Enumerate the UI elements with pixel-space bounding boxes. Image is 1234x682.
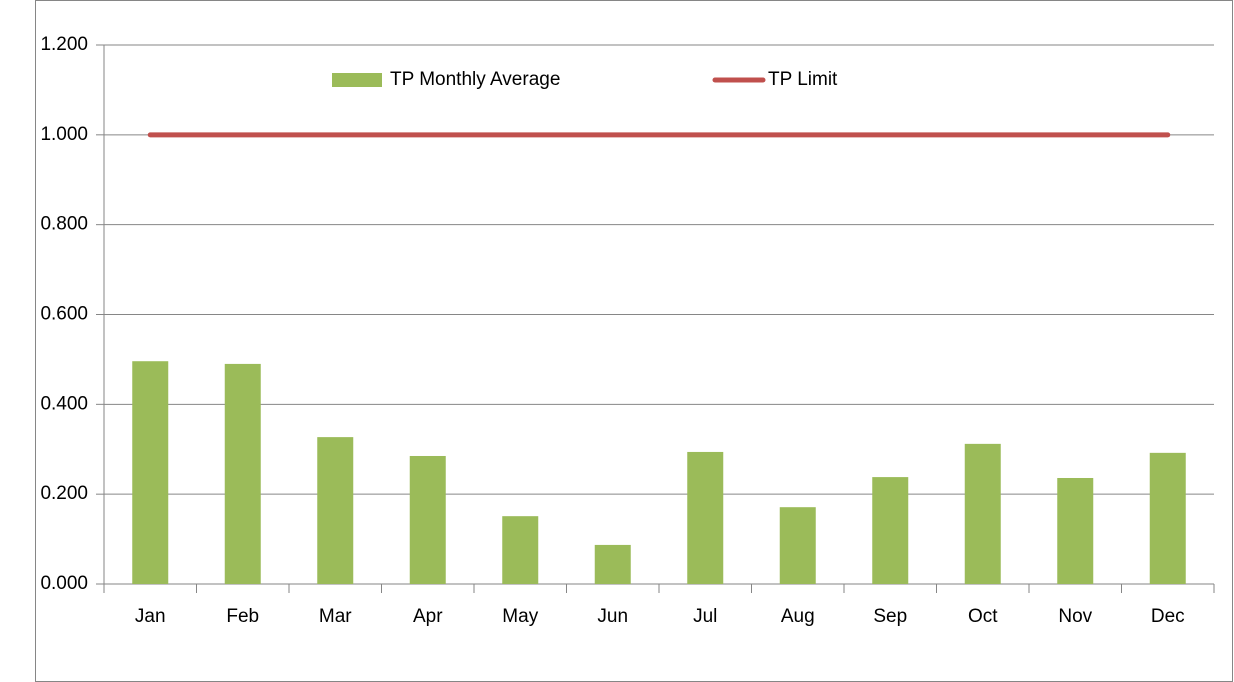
x-tick-label: May xyxy=(502,606,538,627)
bar xyxy=(224,363,261,584)
y-tick-label: 0.600 xyxy=(40,304,88,325)
bar xyxy=(1149,452,1186,584)
legend-swatch xyxy=(332,73,382,87)
y-tick-label: 0.000 xyxy=(40,573,88,594)
bar xyxy=(502,516,539,584)
bar xyxy=(687,451,724,584)
y-tick-label: 1.200 xyxy=(40,34,88,55)
x-tick-label: Jun xyxy=(597,606,628,627)
x-tick-label: Apr xyxy=(413,606,443,627)
bar xyxy=(872,477,909,584)
y-tick-label: 0.800 xyxy=(40,214,88,235)
y-tick-label: 0.400 xyxy=(40,393,88,414)
y-tick-label: 0.200 xyxy=(40,483,88,504)
y-tick-label: 1.000 xyxy=(40,124,88,145)
bar xyxy=(132,361,169,584)
bar xyxy=(779,507,816,584)
chart-frame xyxy=(35,0,1233,682)
bar xyxy=(1057,477,1094,584)
legend-label: TP Monthly Average xyxy=(390,69,560,90)
x-tick-label: Jan xyxy=(135,606,166,627)
bar xyxy=(409,455,446,584)
x-tick-label: Jul xyxy=(693,606,717,627)
bar xyxy=(317,437,354,584)
x-tick-label: Oct xyxy=(968,606,998,627)
bar xyxy=(964,443,1001,584)
x-tick-label: Mar xyxy=(319,606,352,627)
x-tick-label: Feb xyxy=(226,606,259,627)
x-tick-label: Dec xyxy=(1151,606,1185,627)
x-tick-label: Nov xyxy=(1058,606,1092,627)
x-tick-label: Sep xyxy=(873,606,907,627)
legend-label: TP Limit xyxy=(768,69,838,90)
x-tick-label: Aug xyxy=(781,606,815,627)
bar xyxy=(594,544,631,584)
